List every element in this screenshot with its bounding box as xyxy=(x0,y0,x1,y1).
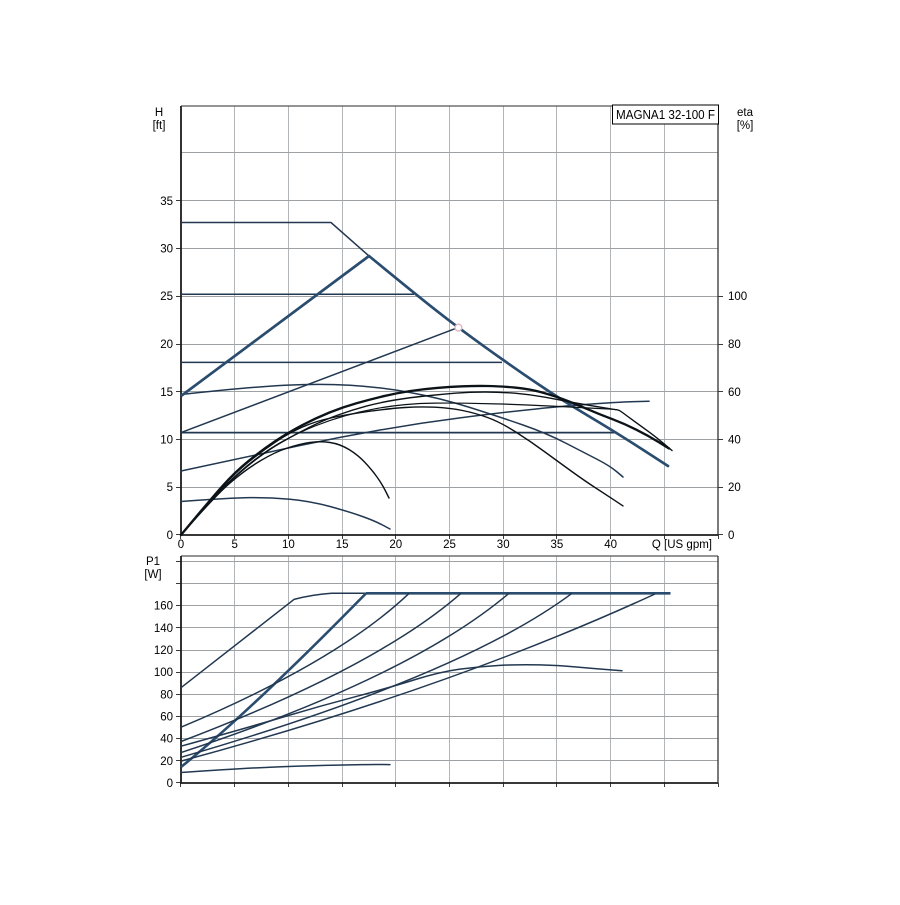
svg-text:35: 35 xyxy=(160,196,173,208)
svg-text:30: 30 xyxy=(497,539,510,551)
svg-text:5: 5 xyxy=(167,482,173,494)
svg-text:Q [US gpm]: Q [US gpm] xyxy=(652,539,712,551)
svg-text:eta: eta xyxy=(737,107,754,119)
svg-text:35: 35 xyxy=(551,539,564,551)
svg-text:100: 100 xyxy=(154,667,173,679)
svg-text:60: 60 xyxy=(160,712,173,724)
svg-text:100: 100 xyxy=(728,291,747,303)
svg-text:40: 40 xyxy=(604,539,617,551)
svg-text:0: 0 xyxy=(178,539,184,551)
svg-text:60: 60 xyxy=(728,387,741,399)
svg-text:10: 10 xyxy=(282,539,295,551)
svg-text:20: 20 xyxy=(160,339,173,351)
svg-text:20: 20 xyxy=(389,539,402,551)
svg-text:140: 140 xyxy=(154,623,173,635)
svg-text:0: 0 xyxy=(167,530,173,542)
svg-text:30: 30 xyxy=(160,244,173,256)
svg-text:25: 25 xyxy=(160,291,173,303)
svg-text:[ft]: [ft] xyxy=(153,120,166,132)
svg-text:160: 160 xyxy=(154,601,173,613)
svg-text:120: 120 xyxy=(154,645,173,657)
svg-text:40: 40 xyxy=(728,435,741,447)
svg-text:20: 20 xyxy=(160,756,173,768)
svg-text:10: 10 xyxy=(160,435,173,447)
svg-text:[W]: [W] xyxy=(144,569,161,581)
svg-text:0: 0 xyxy=(167,778,173,790)
svg-text:P1: P1 xyxy=(146,556,160,568)
svg-text:25: 25 xyxy=(443,539,456,551)
svg-text:15: 15 xyxy=(336,539,349,551)
svg-text:15: 15 xyxy=(160,387,173,399)
svg-text:40: 40 xyxy=(160,734,173,746)
svg-text:H: H xyxy=(155,107,163,119)
svg-text:80: 80 xyxy=(160,689,173,701)
svg-text:MAGNA1 32-100 F: MAGNA1 32-100 F xyxy=(616,108,715,122)
svg-text:20: 20 xyxy=(728,482,741,494)
svg-text:5: 5 xyxy=(231,539,237,551)
svg-text:80: 80 xyxy=(728,339,741,351)
svg-text:0: 0 xyxy=(728,530,734,542)
svg-text:[%]: [%] xyxy=(737,120,754,132)
